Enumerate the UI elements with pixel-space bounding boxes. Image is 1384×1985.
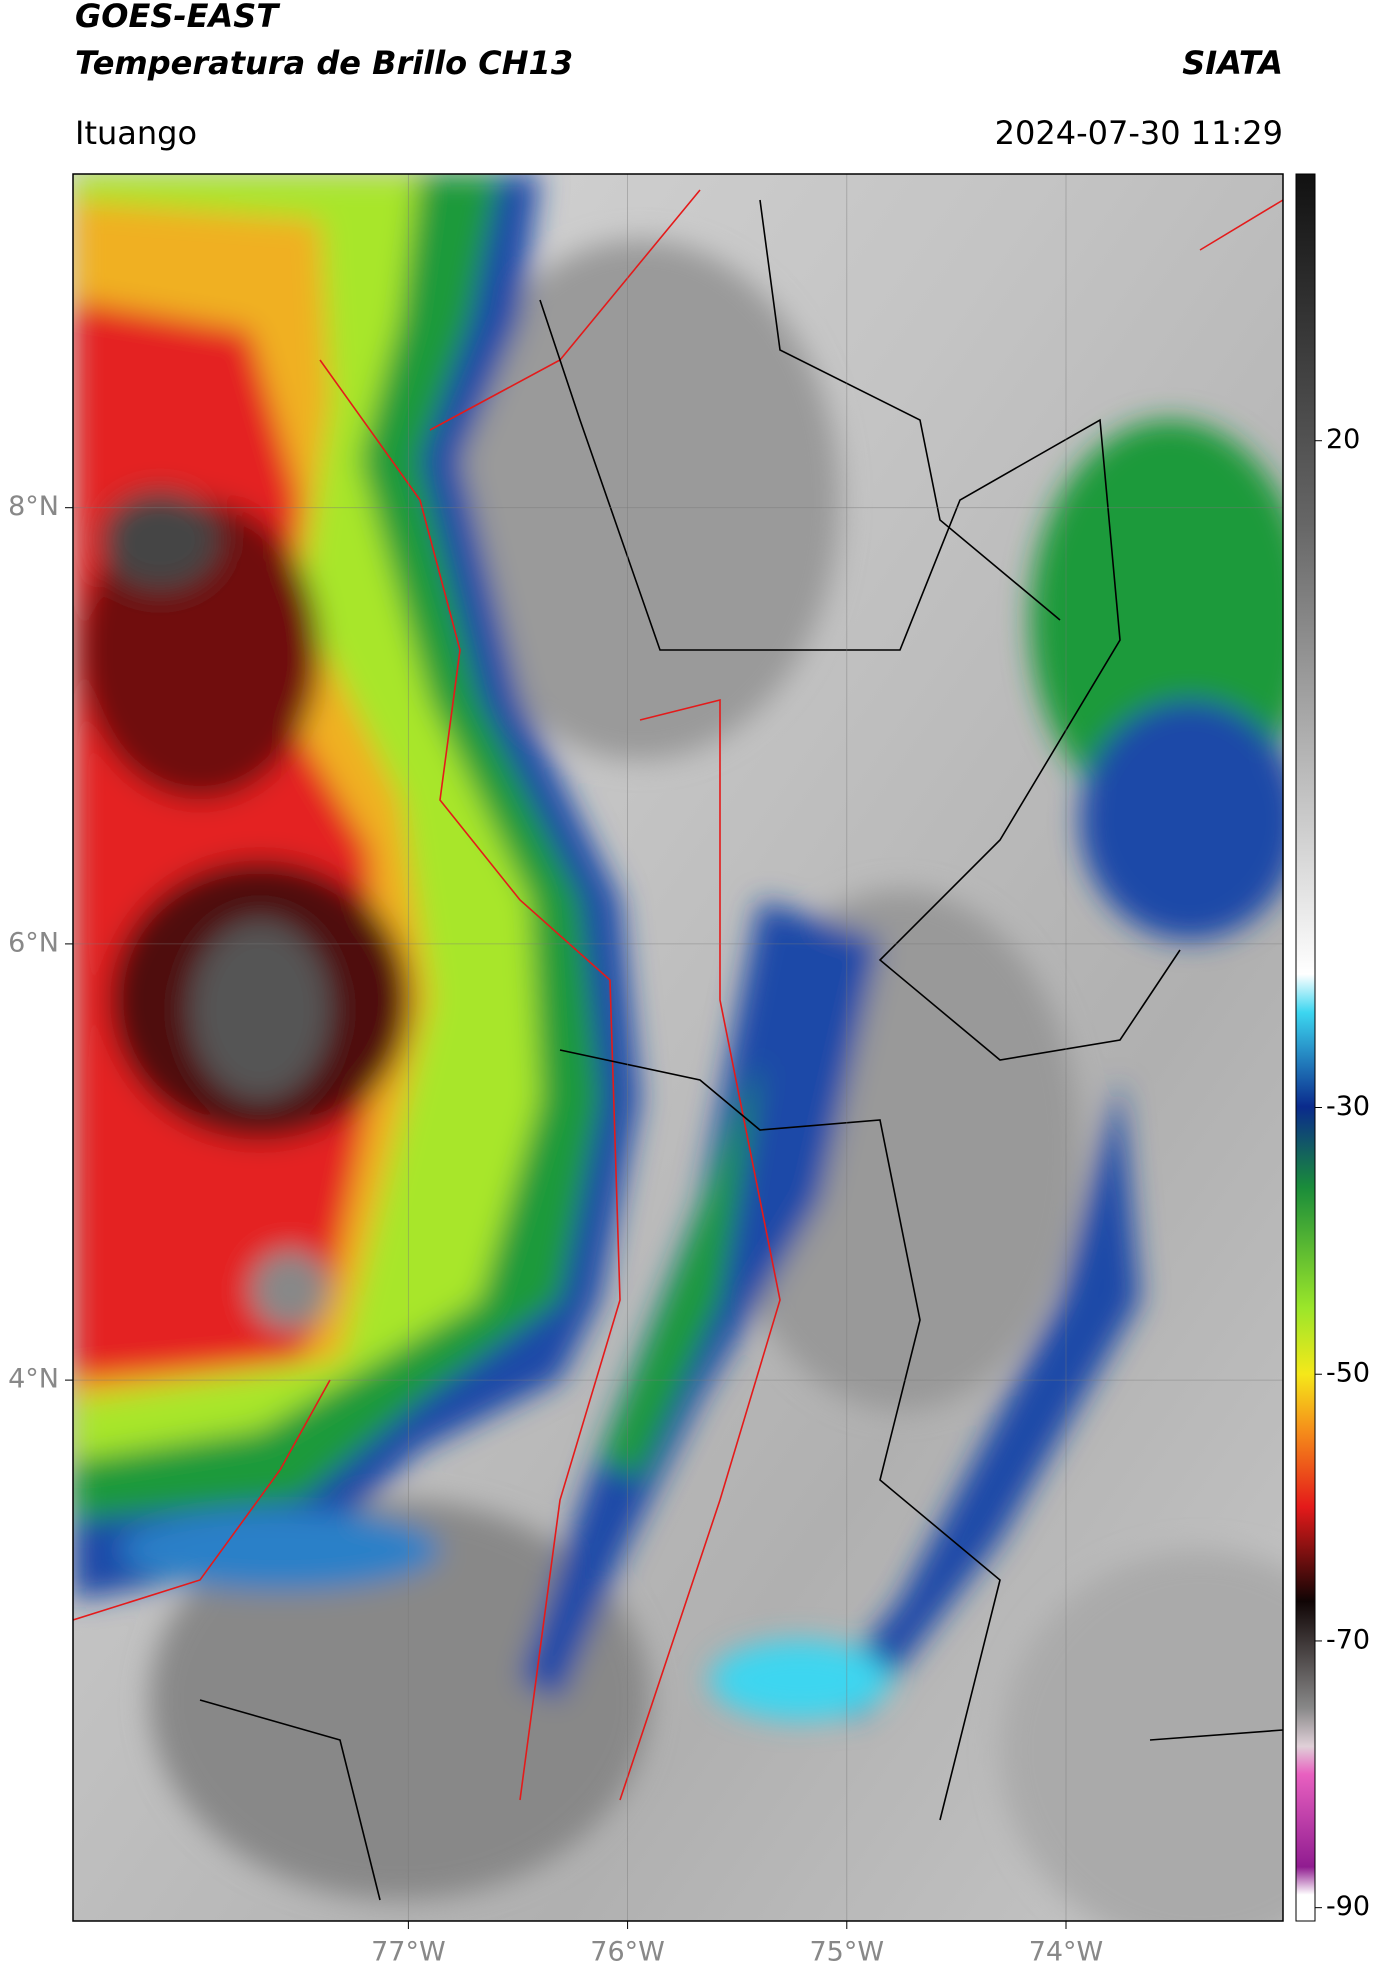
lon-tick-label: 76°W	[590, 1937, 665, 1968]
lon-tick-label: 74°W	[1029, 1937, 1104, 1968]
title: GOES-EAST	[75, 0, 280, 35]
lon-tick-label: 77°W	[371, 1937, 446, 1968]
lat-tick-label: 4°N	[8, 1364, 59, 1395]
brand: SIATA	[1182, 44, 1283, 82]
graticule	[73, 174, 1283, 1921]
lat-tick-label: 8°N	[8, 491, 59, 522]
datetime: 2024-07-30 11:29	[995, 114, 1283, 152]
colorbar-tick-label: -50	[1326, 1358, 1370, 1389]
location: Ituango	[75, 114, 197, 152]
lon-tick-label: 75°W	[810, 1937, 885, 1968]
satellite-image	[73, 174, 1283, 1921]
map-frame	[72, 173, 1284, 1922]
colorbar-tick-label: -90	[1326, 1891, 1370, 1922]
lat-tick-label: 6°N	[8, 927, 59, 958]
colorbar-tick-label: 20	[1326, 424, 1360, 455]
subtitle: Temperatura de Brillo CH13	[75, 44, 573, 82]
colorbar-tick-label: -30	[1326, 1091, 1370, 1122]
colorbar	[1295, 173, 1316, 1922]
colorbar-tick-label: -70	[1326, 1624, 1370, 1655]
